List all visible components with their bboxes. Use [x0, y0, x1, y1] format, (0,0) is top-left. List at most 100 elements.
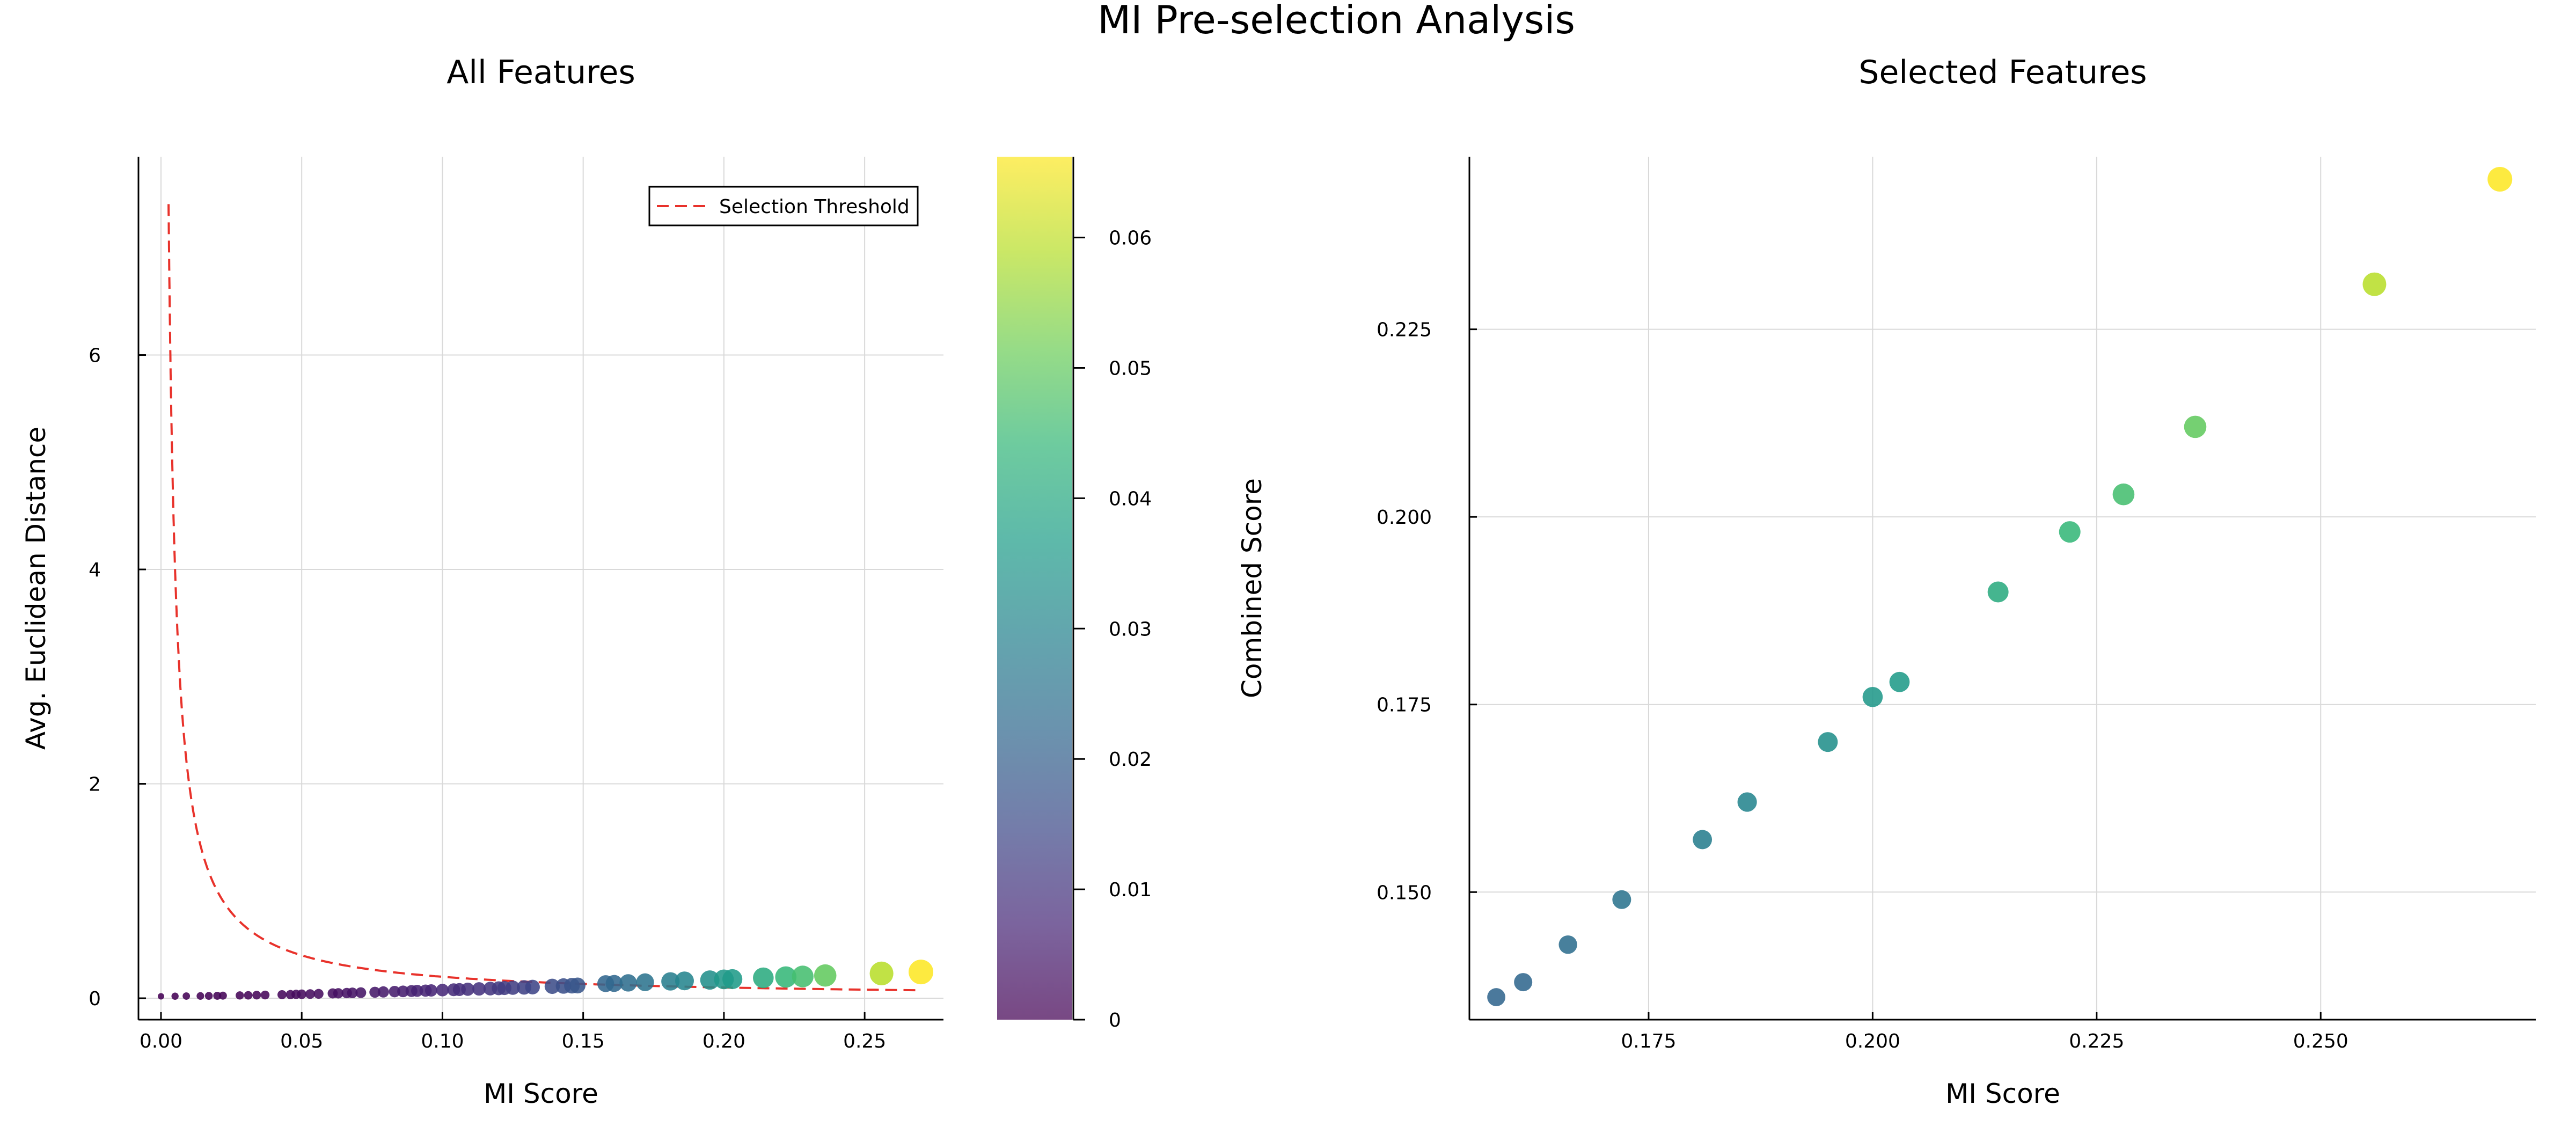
right-scatter-point	[1612, 890, 1631, 909]
left-scatter-point	[722, 969, 743, 990]
right-scatter-point	[2362, 272, 2387, 296]
left-scatter-point	[213, 991, 222, 1000]
right-y-tick-label: 0.200	[1377, 507, 1432, 529]
right-y-ticks: 0.150 0.175 0.200 0.225	[1377, 319, 1477, 904]
left-scatter-point	[333, 988, 343, 999]
right-x-tick-label: 0.225	[2069, 1030, 2124, 1052]
right-x-ticks: 0.175 0.200 0.225 0.250	[1621, 1012, 2348, 1052]
figure-suptitle: MI Pre-selection Analysis	[1097, 0, 1575, 42]
left-y-axis-label: Avg. Euclidean Distance	[20, 427, 52, 750]
left-x-tick-label: 0.15	[562, 1030, 605, 1052]
left-scatter-point	[619, 974, 637, 992]
left-scatter-point	[347, 987, 358, 998]
left-x-axis-label: MI Score	[484, 1078, 598, 1109]
right-x-tick-label: 0.175	[1621, 1030, 1676, 1052]
left-scatter-point	[569, 977, 586, 994]
legend-label: Selection Threshold	[719, 196, 910, 218]
left-scatter-point	[297, 989, 307, 999]
left-scatter-point	[869, 961, 894, 986]
left-x-tick-label: 0.10	[421, 1030, 464, 1052]
left-scatter-point	[355, 987, 367, 998]
left-scatter-point	[204, 992, 213, 1000]
left-x-tick-label: 0.05	[280, 1030, 323, 1052]
left-scatter-point	[700, 970, 720, 990]
right-scatter-point	[2059, 521, 2081, 543]
left-scatter-point	[252, 991, 261, 1000]
left-x-tick-label: 0.25	[843, 1030, 886, 1052]
right-y-tick-label: 0.150	[1377, 882, 1432, 904]
right-scatter-point	[2184, 415, 2207, 438]
right-scatter-point	[1889, 671, 1910, 692]
right-x-tick-label: 0.250	[2293, 1030, 2348, 1052]
right-x-axis-label: MI Score	[1945, 1078, 2060, 1109]
left-scatter-point	[182, 992, 191, 1000]
left-y-tick-label: 4	[89, 559, 101, 581]
left-scatter-point	[389, 985, 400, 998]
right-scatter-point	[1987, 581, 2009, 603]
left-scatter-point	[397, 985, 409, 998]
legend: Selection Threshold	[648, 186, 919, 226]
left-scatter-point	[775, 966, 797, 988]
left-scatter-point	[260, 990, 270, 1000]
left-scatter-point	[171, 992, 179, 1000]
left-x-ticks: 0.00 0.05 0.10 0.15 0.20 0.25	[140, 1012, 886, 1052]
left-panel-title: All Features	[447, 54, 635, 91]
left-y-tick-label: 2	[89, 774, 101, 796]
left-scatter-point	[909, 960, 934, 985]
left-scatter-point	[525, 979, 540, 994]
left-y-tick-label: 0	[89, 988, 101, 1010]
left-scatter-point	[277, 990, 287, 999]
left-gridlines	[138, 157, 943, 1020]
right-panel-title: Selected Features	[1858, 54, 2147, 91]
colorbar-gradient	[997, 157, 1072, 1020]
colorbar-ticks: 0 0.01 0.02 0.03 0.04 0.05 0.06	[1073, 228, 1152, 1031]
right-y-tick-label: 0.175	[1377, 694, 1432, 716]
left-scatter-point	[196, 992, 204, 1000]
colorbar-tick-label: 0.06	[1109, 228, 1152, 250]
right-scatter-point	[1514, 973, 1533, 992]
right-scatter-point	[2487, 166, 2513, 192]
left-y-ticks: 0 2 4 6	[89, 345, 146, 1010]
right-scatter-point	[1862, 686, 1883, 707]
left-scatter-point	[313, 989, 324, 999]
left-x-tick-label: 0.20	[702, 1030, 745, 1052]
right-scatter-point	[1487, 988, 1505, 1006]
right-x-tick-label: 0.200	[1845, 1030, 1900, 1052]
colorbar-tick-label: 0.01	[1109, 879, 1152, 901]
right-scatter-point	[1818, 732, 1838, 752]
right-scatter-point	[1737, 792, 1757, 812]
right-scatter-point	[2112, 483, 2135, 506]
left-scatter-point	[236, 991, 244, 1000]
left-scatter-points	[157, 960, 934, 1000]
colorbar-tick-label: 0.04	[1109, 488, 1152, 510]
left-scatter-point	[661, 972, 680, 991]
right-y-tick-label: 0.225	[1377, 319, 1432, 341]
right-gridlines	[1469, 157, 2536, 1020]
colorbar-tick-label: 0.03	[1109, 618, 1152, 640]
left-scatter-point	[305, 989, 315, 999]
left-scatter-point	[792, 965, 814, 987]
threshold-curve	[167, 204, 916, 992]
left-scatter-point	[461, 982, 474, 996]
left-threshold-curve-group	[167, 204, 916, 992]
left-x-tick-label: 0.00	[140, 1030, 182, 1052]
left-y-tick-label: 6	[89, 345, 101, 367]
colorbar-tick-label: 0	[1109, 1009, 1121, 1031]
left-scatter-point	[605, 975, 623, 992]
right-scatter-point	[1693, 830, 1713, 850]
left-scatter-point	[675, 971, 694, 991]
right-panel: Selected Features 0.175 0.200 0.225 0.250 0…	[1377, 54, 2536, 1109]
left-scatter-point	[472, 982, 486, 996]
left-scatter-point	[244, 991, 253, 1000]
colorbar: 0 0.01 0.02 0.03 0.04 0.05 0.06 Combined Score	[997, 157, 1268, 1031]
left-scatter-point	[377, 986, 389, 998]
left-scatter-point	[544, 978, 560, 994]
left-scatter-point	[157, 993, 164, 1000]
left-scatter-point	[636, 973, 654, 991]
right-scatter-point	[1558, 935, 1577, 954]
left-panel: All Features 0.00 0.05 0.10 0.15 0.20 0.25 0 2…	[20, 54, 943, 1109]
left-scatter-point	[753, 967, 774, 989]
colorbar-tick-label: 0.05	[1109, 357, 1152, 379]
left-scatter-point	[814, 964, 837, 987]
left-scatter-point	[425, 984, 437, 997]
